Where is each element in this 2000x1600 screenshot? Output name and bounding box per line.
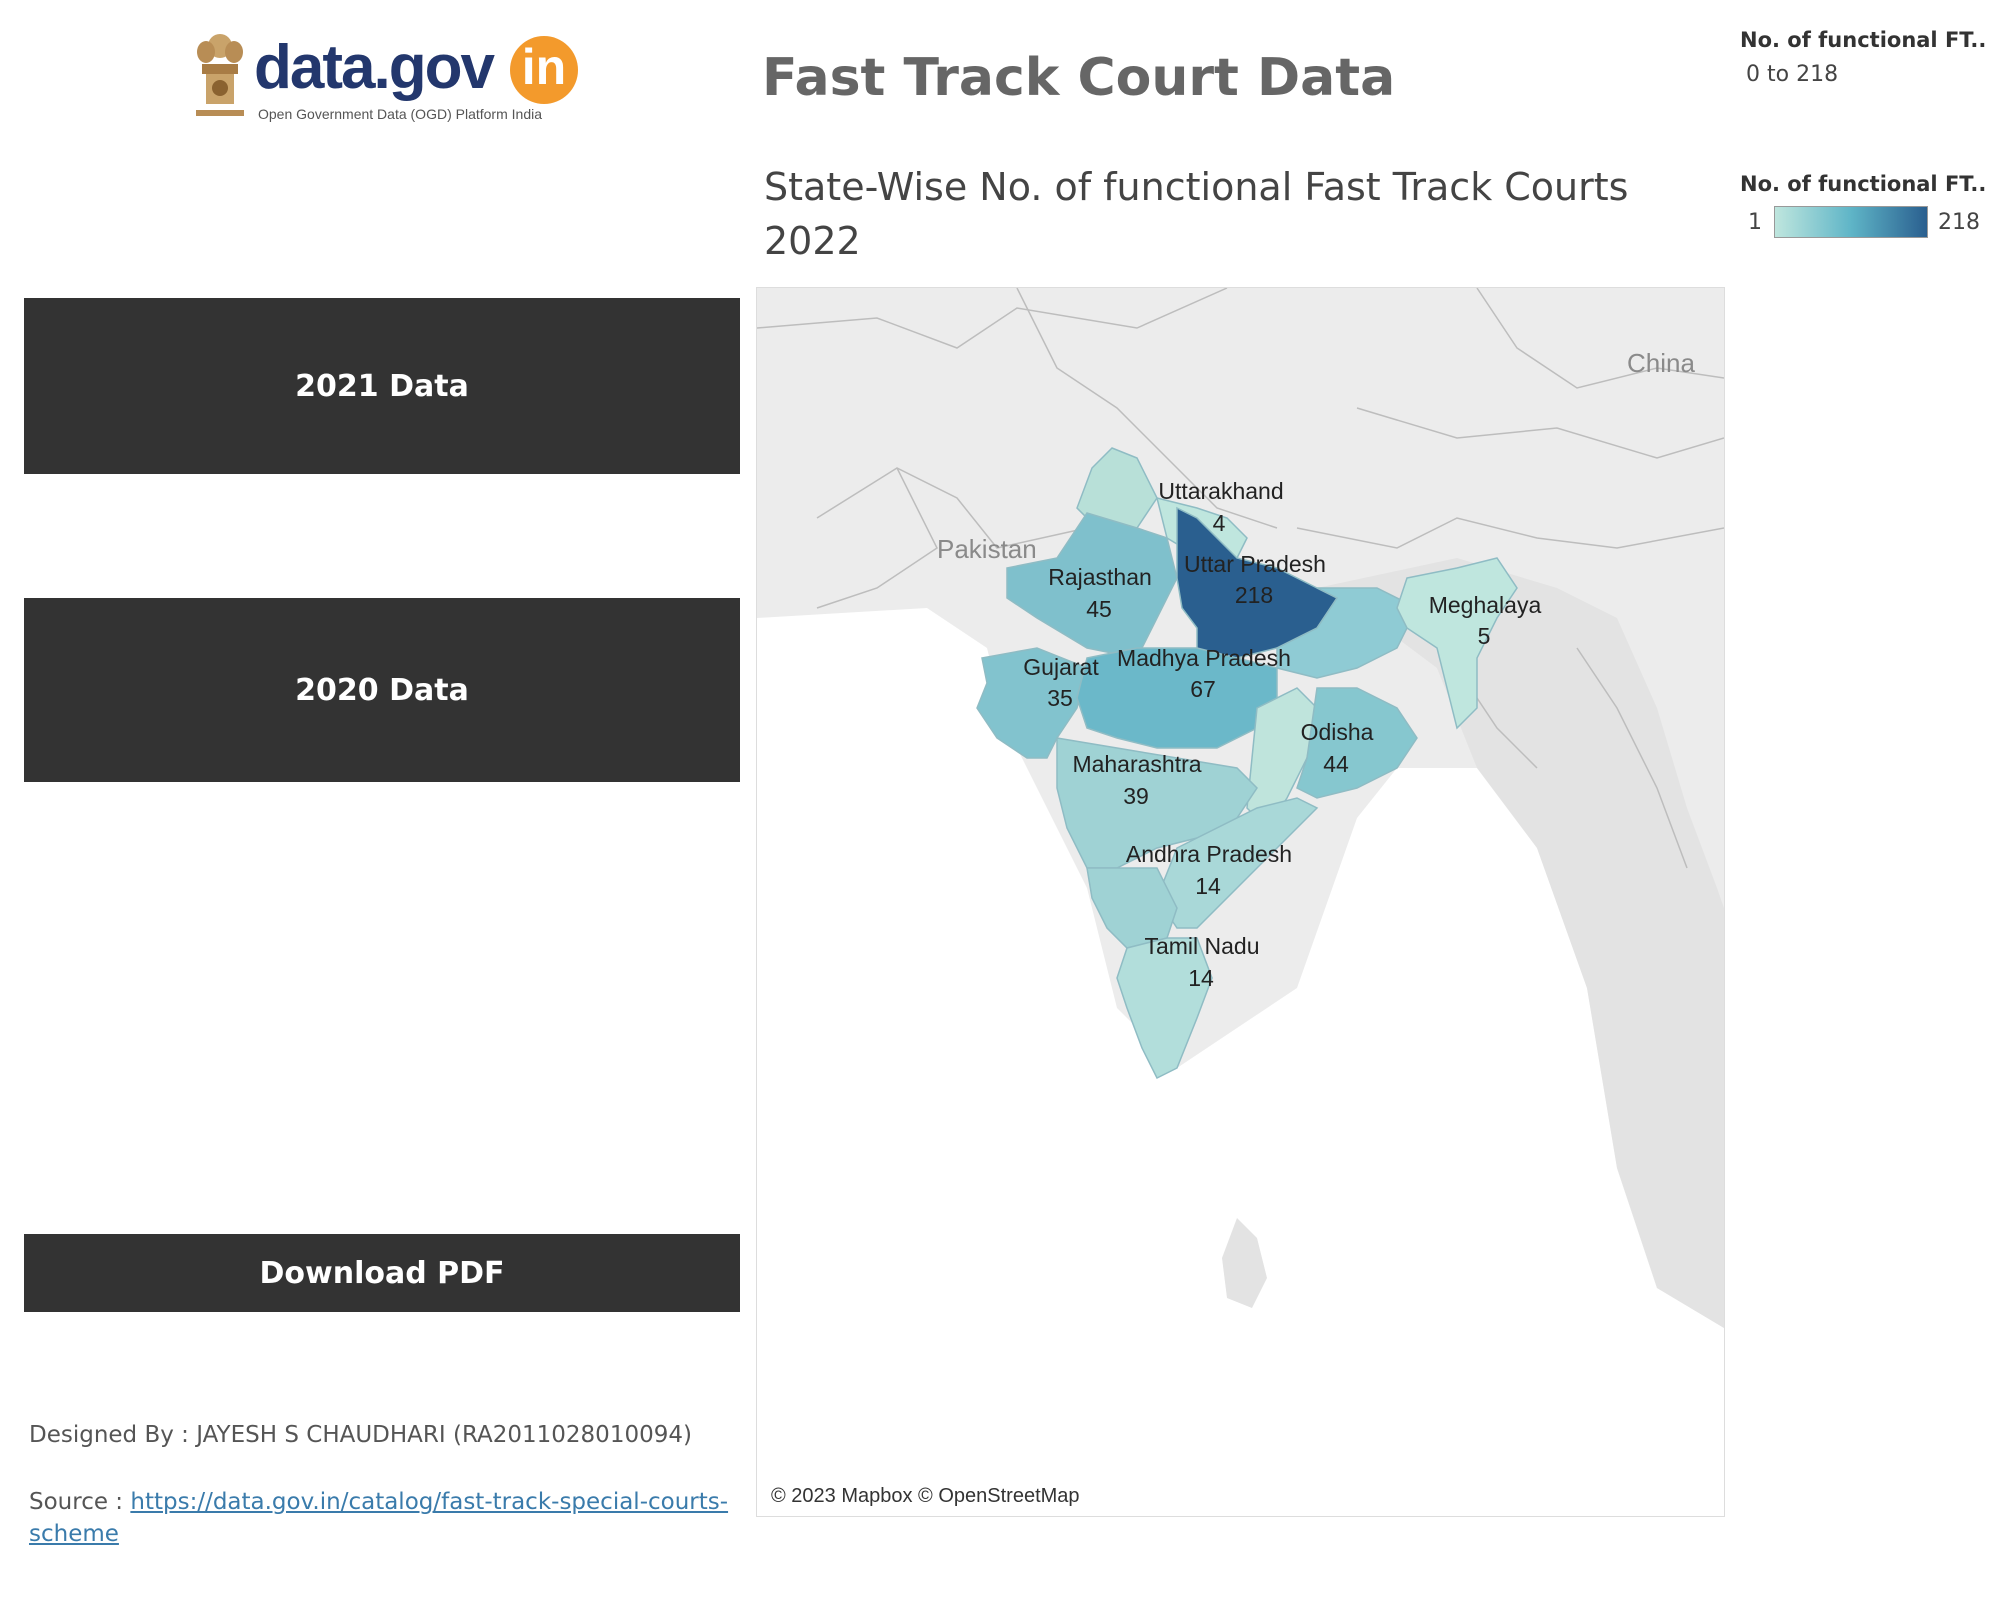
size-legend: No. of functional FT.. 0 to 218	[1740, 28, 1986, 87]
source-text: Source : https://data.gov.in/catalog/fas…	[29, 1486, 749, 1550]
designed-by-text: Designed By : JAYESH S CHAUDHARI (RA2011…	[29, 1422, 692, 1448]
gujarat-name: Gujarat	[1023, 654, 1099, 680]
andhra-pradesh-value: 14	[1195, 873, 1221, 899]
state-chhattisgarh	[1246, 687, 1318, 830]
size-legend-title: No. of functional FT..	[1740, 28, 1987, 52]
madhya-pradesh-value: 67	[1190, 676, 1216, 702]
sri-lanka-land	[1222, 1218, 1267, 1308]
state-northeast	[1396, 557, 1518, 730]
2021-data-button[interactable]: 2021 Data	[24, 298, 740, 474]
state-gujarat	[976, 647, 1088, 759]
andhra-pradesh-name: Andhra Pradesh	[1126, 841, 1292, 867]
rajasthan-value: 45	[1086, 596, 1112, 622]
download-pdf-button[interactable]: Download PDF	[24, 1234, 740, 1312]
data-gov-logo[interactable]: data.gov in Open Government Data (OGD) P…	[188, 26, 588, 134]
2020-data-button[interactable]: 2020 Data	[24, 598, 740, 782]
neighbour-land	[1317, 558, 1724, 1328]
logo-wordmark: data.gov	[254, 33, 495, 102]
color-legend-min: 1	[1748, 209, 1762, 235]
state-tamil-nadu	[1116, 937, 1213, 1080]
uttar-pradesh-name: Uttar Pradesh	[1184, 551, 1326, 577]
map-canvas[interactable]: Pakistan China Uttarakhand 4 Uttar Prade…	[757, 288, 1724, 1516]
logo-subtitle: Open Government Data (OGD) Platform Indi…	[258, 106, 542, 122]
page-title: Fast Track Court Data	[762, 48, 1396, 108]
odisha-value: 44	[1323, 751, 1349, 777]
uttar-pradesh-value: 218	[1235, 582, 1273, 608]
tamil-nadu-value: 14	[1188, 965, 1214, 991]
source-link[interactable]: https://data.gov.in/catalog/fast-track-s…	[29, 1489, 729, 1547]
color-legend-max: 218	[1938, 209, 1980, 235]
meghalaya-name: Meghalaya	[1429, 592, 1542, 618]
rajasthan-name: Rajasthan	[1048, 564, 1152, 590]
maharashtra-name: Maharashtra	[1072, 751, 1201, 777]
color-legend-title: No. of functional FT..	[1740, 172, 1987, 196]
map-title: State-Wise No. of functional Fast Track …	[764, 165, 1629, 263]
state-shapes[interactable]	[976, 447, 1518, 1080]
gujarat-value: 35	[1047, 685, 1073, 711]
maharashtra-value: 39	[1123, 783, 1149, 809]
china-label: China	[1627, 348, 1695, 378]
state-odisha	[1296, 687, 1418, 799]
map-attribution[interactable]: © 2023 Mapbox © OpenStreetMap	[765, 1483, 1086, 1510]
pakistan-label: Pakistan	[937, 534, 1037, 564]
uttarakhand-value: 4	[1213, 510, 1226, 536]
color-legend: No. of functional FT.. 1 218	[1740, 172, 1990, 238]
logo-in-badge: in	[510, 36, 578, 104]
madhya-pradesh-name: Madhya Pradesh	[1117, 645, 1291, 671]
country-borders	[757, 288, 1724, 869]
size-legend-range: 0 to 218	[1746, 62, 1839, 87]
source-label: Source :	[29, 1489, 131, 1515]
uttarakhand-name: Uttarakhand	[1158, 478, 1283, 504]
sea-area	[757, 608, 1724, 1516]
odisha-name: Odisha	[1301, 719, 1374, 745]
national-emblem-icon	[196, 34, 244, 116]
india-choropleth-map[interactable]: Pakistan China Uttarakhand 4 Uttar Prade…	[756, 287, 1725, 1517]
meghalaya-value: 5	[1478, 623, 1491, 649]
color-legend-gradient	[1774, 206, 1928, 238]
tamil-nadu-name: Tamil Nadu	[1144, 933, 1259, 959]
state-labels: Uttarakhand 4 Uttar Pradesh 218 Rajastha…	[1023, 478, 1541, 991]
